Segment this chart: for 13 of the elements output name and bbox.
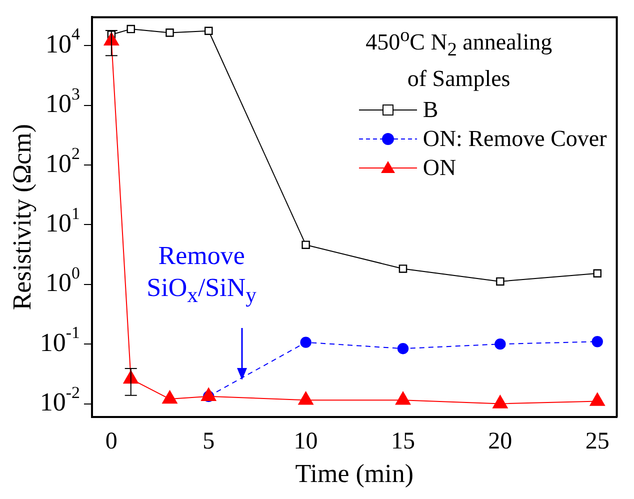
legend-title: 450$^{o}$C N$_{2}$ annealing of Samples <box>364 24 554 94</box>
x-axis-title: Time (min) <box>295 459 414 488</box>
x-tick-label: 25 <box>585 428 610 455</box>
x-tick-label: 5 <box>202 428 215 455</box>
y-axis-title: Resistivity (Ωcm) <box>7 124 36 310</box>
legend-label: ON <box>422 154 456 182</box>
x-tick-label: 0 <box>105 428 118 455</box>
legend-label: B <box>422 96 438 124</box>
x-tick-label: 15 <box>390 428 415 455</box>
annotation: Remove SiO$_{x}$/SiN$_{y}$ <box>146 240 256 310</box>
x-tick-label: 10 <box>294 428 318 455</box>
x-tick-label: 20 <box>488 428 512 455</box>
legend-label: ON: Remove Cover <box>422 125 607 154</box>
